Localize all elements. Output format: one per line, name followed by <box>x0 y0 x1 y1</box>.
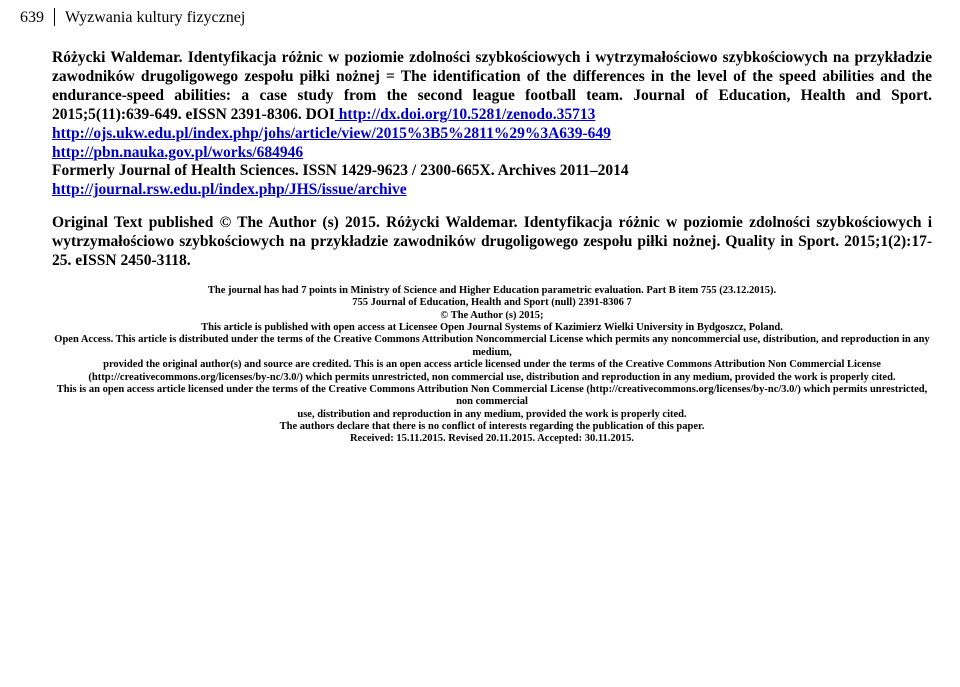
original-text-block: Original Text published © The Author (s)… <box>52 214 932 271</box>
fine-line: Received: 15.11.2015. Revised 20.11.2015… <box>52 433 932 445</box>
fine-line: 755 Journal of Education, Health and Spo… <box>52 297 932 309</box>
fine-line: provided the original author(s) and sour… <box>52 359 932 371</box>
header-separator <box>54 8 55 26</box>
fine-line: © The Author (s) 2015; <box>52 310 932 322</box>
citation-text-2: Formerly Journal of Health Sciences. ISS… <box>52 162 629 179</box>
fine-line: This is an open access article licensed … <box>52 384 932 409</box>
doi-link[interactable]: http://dx.doi.org/10.5281/zenodo.35713 <box>335 106 596 123</box>
running-header: 639 Wyzwania kultury fizycznej <box>20 8 932 27</box>
page-number: 639 <box>20 9 44 27</box>
pbn-link[interactable]: http://pbn.nauka.gov.pl/works/684946 <box>52 144 303 161</box>
fine-line: Open Access. This article is distributed… <box>52 334 932 359</box>
document-page: 639 Wyzwania kultury fizycznej Różycki W… <box>0 0 960 446</box>
fine-line: The journal has had 7 points in Ministry… <box>52 285 932 297</box>
fine-line: (http://creativecommons.org/licenses/by-… <box>52 372 932 384</box>
citation-block: Różycki Waldemar. Identyfikacja różnic w… <box>52 49 932 200</box>
original-text: Original Text published © The Author (s)… <box>52 214 932 269</box>
ojs-link[interactable]: http://ojs.ukw.edu.pl/index.php/johs/art… <box>52 125 611 142</box>
archive-link[interactable]: http://journal.rsw.edu.pl/index.php/JHS/… <box>52 181 407 198</box>
running-title: Wyzwania kultury fizycznej <box>65 9 245 27</box>
fine-line: This article is published with open acce… <box>52 322 932 334</box>
fine-line: use, distribution and reproduction in an… <box>52 409 932 421</box>
fine-print-block: The journal has had 7 points in Ministry… <box>52 285 932 446</box>
fine-line: The authors declare that there is no con… <box>52 421 932 433</box>
